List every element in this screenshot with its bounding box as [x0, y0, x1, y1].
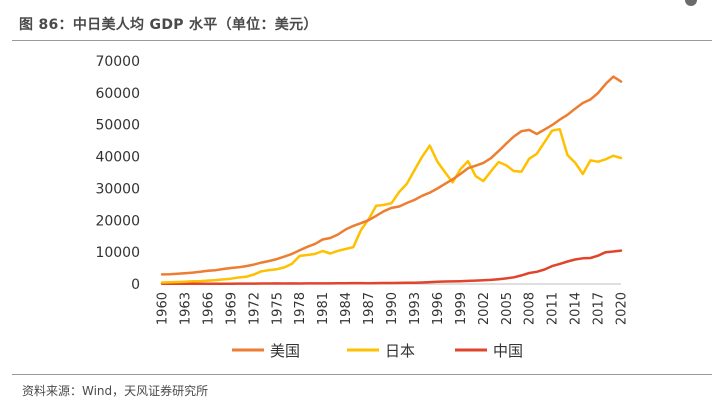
y-tick-label: 40000 [95, 150, 140, 166]
x-tick-label: 1996 [431, 292, 446, 325]
x-tick-label: 1981 [316, 292, 331, 325]
series-line-0 [160, 75, 623, 276]
x-tick-label: 1963 [178, 292, 193, 325]
x-tick-label: 1966 [201, 292, 216, 325]
y-tick-label: 50000 [95, 118, 140, 134]
corner-decoration [685, 0, 697, 6]
y-tick-label: 70000 [95, 54, 140, 70]
x-tick-label: 2002 [477, 292, 492, 325]
x-tick-label: 2014 [569, 292, 584, 325]
source-note: 资料来源：Wind，天风证券研究所 [22, 384, 209, 398]
x-tick-label: 1984 [339, 292, 354, 325]
series-line-1 [160, 127, 623, 284]
legend-label: 日本 [385, 342, 415, 360]
y-tick-label: 30000 [95, 181, 140, 197]
y-tick-label: 60000 [95, 86, 140, 102]
x-tick-label: 2005 [500, 292, 515, 325]
x-tick-label: 2011 [546, 292, 561, 325]
x-tick-label: 1993 [408, 292, 423, 325]
figure-title: 图 86：中日美人均 GDP 水平（单位：美元） [19, 17, 318, 33]
x-tick-label: 1999 [454, 292, 469, 325]
x-tick-label: 1987 [362, 292, 377, 325]
figure-header: 图 86：中日美人均 GDP 水平（单位：美元） [0, 0, 715, 41]
y-tick-label: 20000 [95, 213, 140, 229]
title-divider [12, 40, 712, 41]
y-tick-label: 10000 [95, 245, 140, 261]
series-line-2 [160, 249, 623, 286]
legend-label: 美国 [270, 342, 300, 360]
x-tick-label: 2008 [523, 292, 538, 325]
x-tick-label: 1960 [156, 292, 171, 325]
x-tick-label: 1975 [270, 292, 285, 325]
x-tick-label: 1990 [385, 292, 400, 325]
legend-label: 中国 [493, 342, 523, 360]
footer-divider [12, 374, 712, 375]
x-tick-label: 1978 [293, 292, 308, 325]
x-tick-label: 1969 [224, 292, 239, 325]
y-tick-label: 0 [131, 277, 140, 293]
x-tick-label: 2020 [615, 292, 630, 325]
x-tick-label: 1972 [247, 292, 262, 325]
x-tick-label: 2017 [592, 292, 607, 325]
